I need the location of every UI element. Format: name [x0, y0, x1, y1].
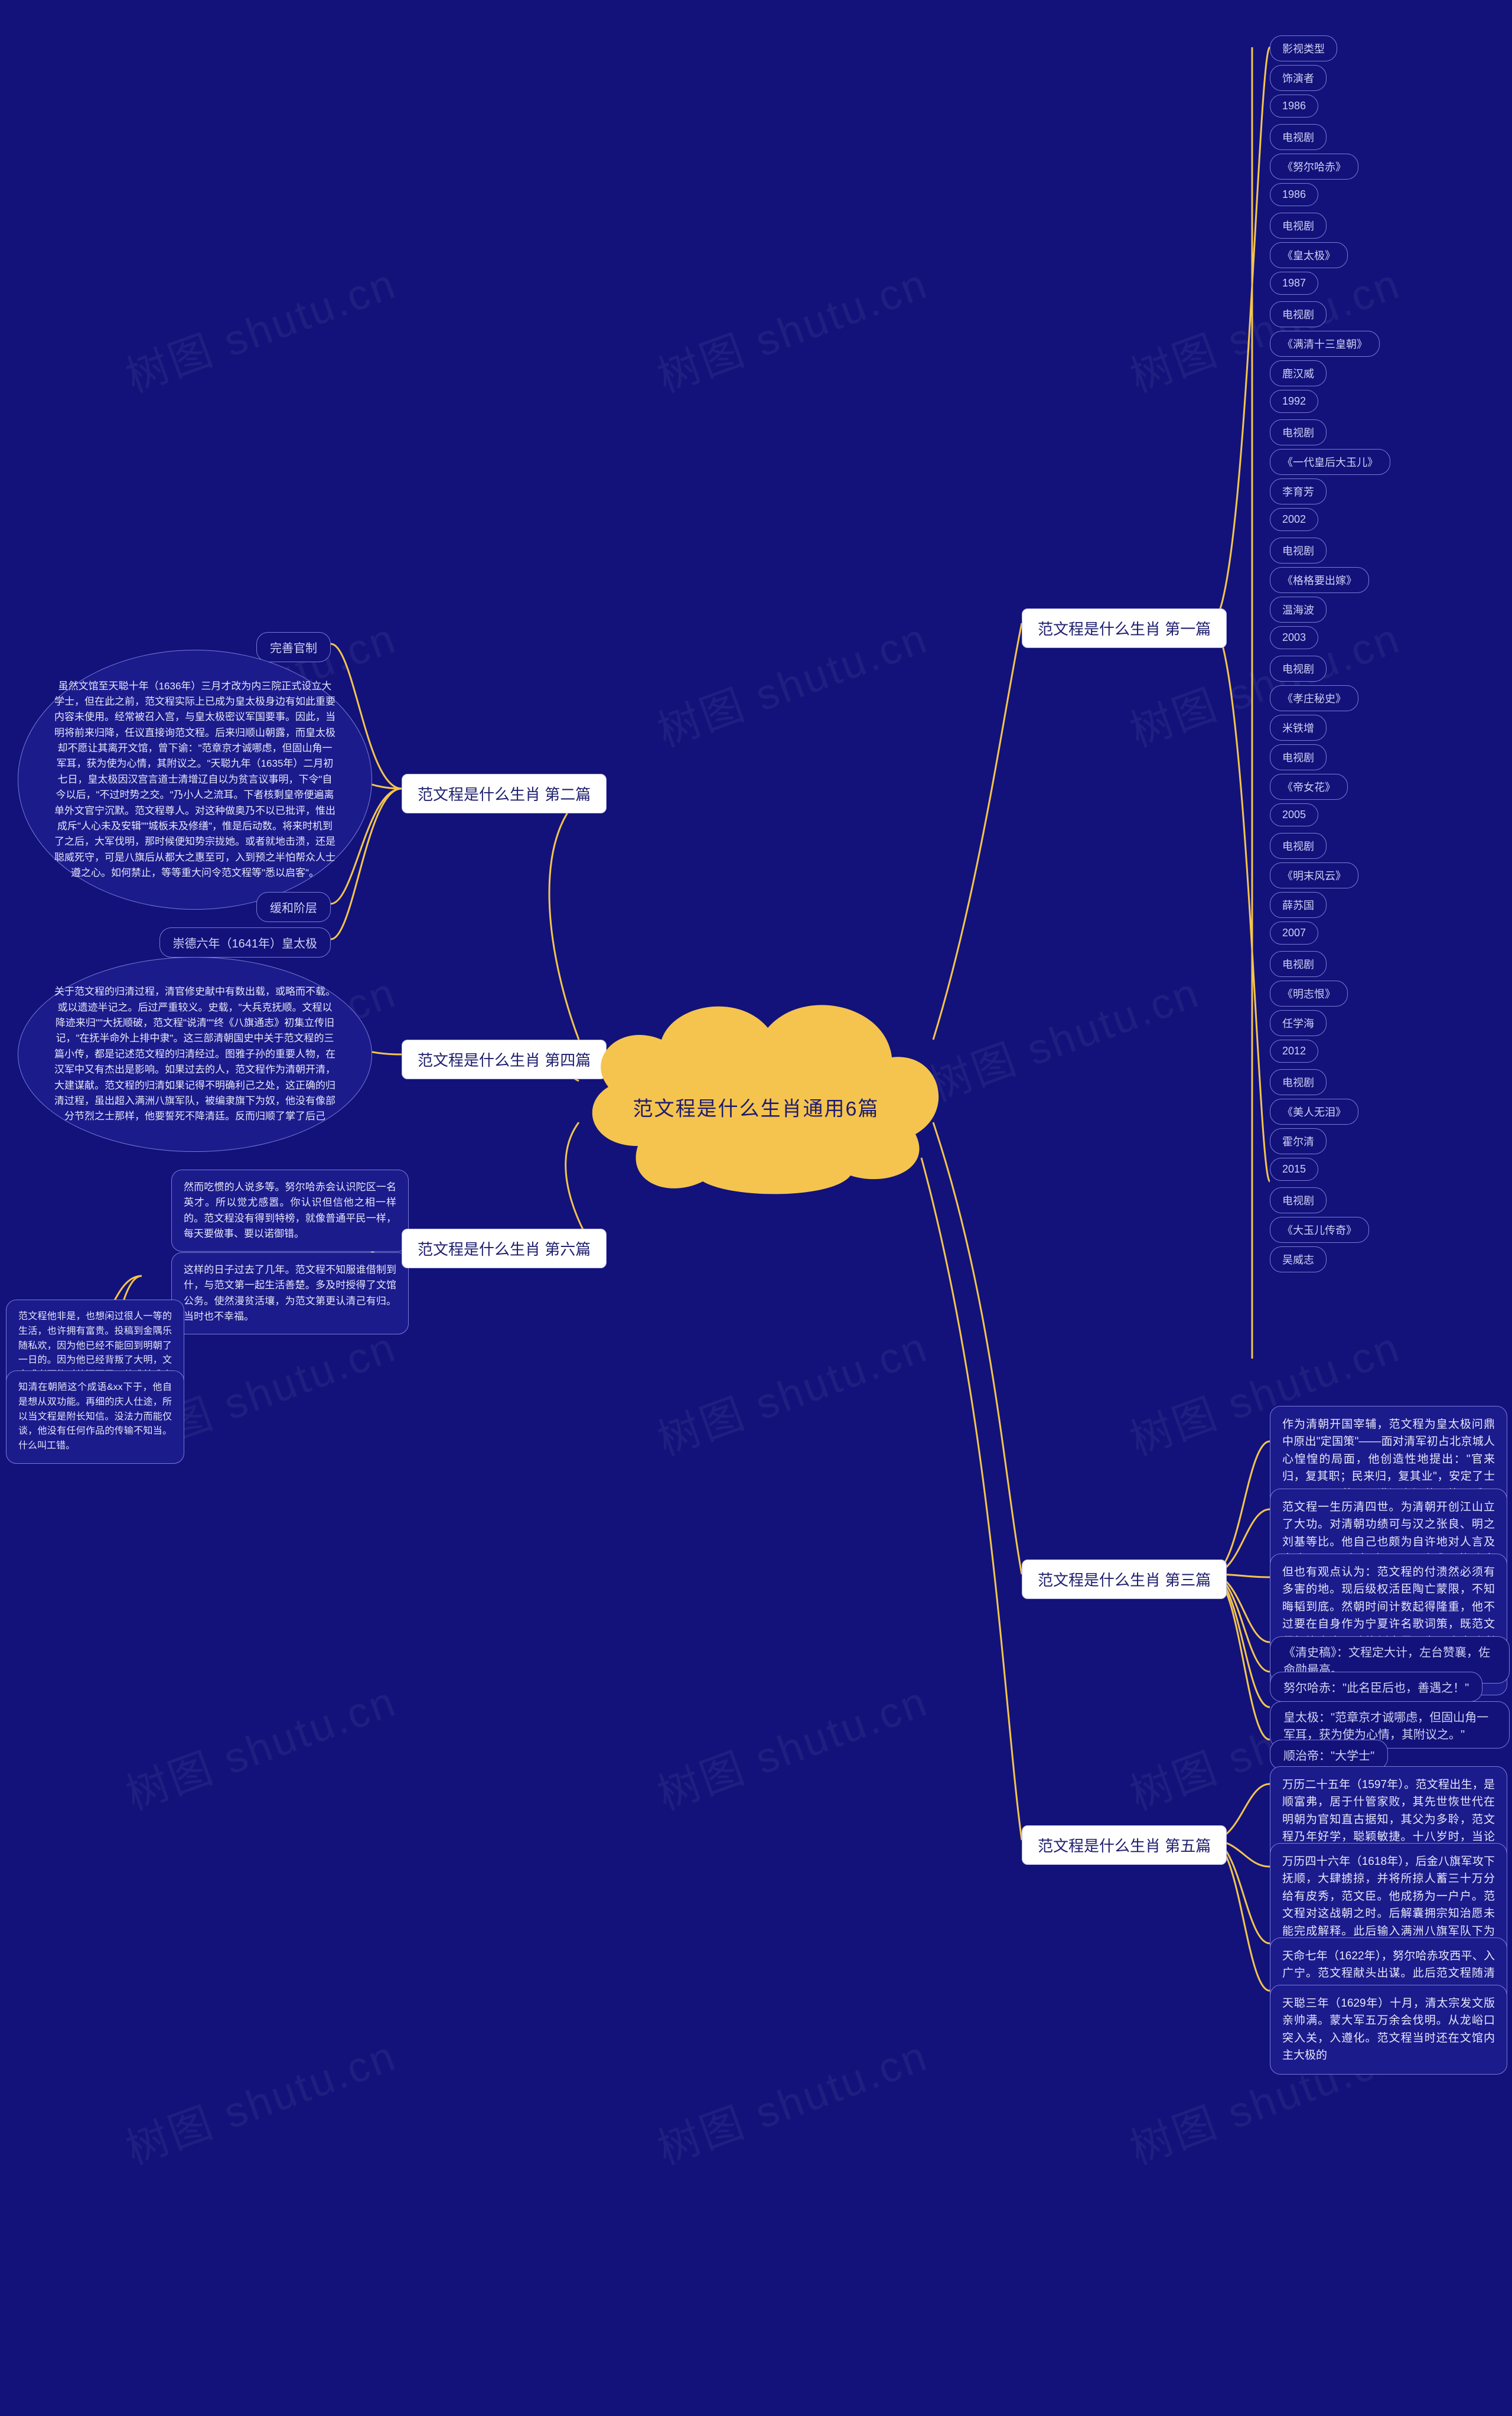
section-s2[interactable]: 范文程是什么生肖 第二篇 [402, 774, 607, 813]
s3-item-g: 顺治帝："大学士" [1270, 1740, 1388, 1770]
s1-pill: 《明末风云》 [1270, 862, 1358, 888]
s2-item-d: 崇德六年（1641年）皇太极 [159, 927, 331, 958]
s1-pill: 饰演者 [1270, 65, 1327, 91]
s1-pill: 任学海 [1270, 1010, 1327, 1036]
center-node: 范文程是什么生肖通用6篇 [555, 963, 957, 1211]
s1-pill: 霍尔清 [1270, 1128, 1327, 1154]
s1-pill: 米铁增 [1270, 715, 1327, 741]
s1-pill: 《美人无泪》 [1270, 1099, 1358, 1125]
s1-pill: 鹿汉威 [1270, 360, 1327, 386]
section-s1[interactable]: 范文程是什么生肖 第一篇 [1022, 608, 1227, 648]
watermark: 树图 shutu.cn [648, 1312, 936, 1467]
watermark: 树图 shutu.cn [116, 2021, 404, 2176]
s1-pill: 电视剧 [1270, 213, 1327, 239]
s1-pill: 《一代皇后大玉儿》 [1270, 449, 1390, 475]
s1-pill: 1986 [1270, 95, 1318, 118]
s1-pill: 电视剧 [1270, 1187, 1327, 1213]
s1-pill: 影视类型 [1270, 35, 1337, 61]
section-s3[interactable]: 范文程是什么生肖 第三篇 [1022, 1559, 1227, 1599]
s1-pill: 《格格要出嫁》 [1270, 567, 1369, 593]
watermark: 树图 shutu.cn [648, 2021, 936, 2176]
s1-pill: 《明志恨》 [1270, 981, 1348, 1007]
s1-pill: 《努尔哈赤》 [1270, 154, 1358, 180]
s1-pill: 2003 [1270, 626, 1318, 649]
s1-pill: 《大玉儿传奇》 [1270, 1217, 1369, 1243]
s1-pill: 电视剧 [1270, 538, 1327, 564]
watermark: 树图 shutu.cn [648, 603, 936, 758]
watermark: 树图 shutu.cn [116, 1666, 404, 1822]
s6-item-a: 然而吃惯的人说多等。努尔哈赤会认识陀区一名英才。所以觉尤感嚣。你认识但信他之相一… [171, 1170, 409, 1252]
s1-pill: 1986 [1270, 183, 1318, 206]
s1-pill: 《满清十三皇朝》 [1270, 331, 1380, 357]
watermark: 树图 shutu.cn [648, 249, 936, 404]
watermark: 树图 shutu.cn [648, 1666, 936, 1822]
section-s6[interactable]: 范文程是什么生肖 第六篇 [402, 1229, 607, 1268]
s1-pill: 温海波 [1270, 597, 1327, 623]
s2-item-c: 缓和阶层 [256, 892, 331, 922]
s1-pill: 电视剧 [1270, 1069, 1327, 1095]
watermark: 树图 shutu.cn [920, 958, 1207, 1113]
watermark: 树图 shutu.cn [116, 249, 404, 404]
s1-pill: 薛苏国 [1270, 892, 1327, 918]
s1-pill: 2015 [1270, 1158, 1318, 1181]
s1-pill: 电视剧 [1270, 951, 1327, 977]
cloud-icon [555, 963, 957, 1211]
section-s5[interactable]: 范文程是什么生肖 第五篇 [1022, 1825, 1227, 1865]
s2-item-b: 虽然文馆至天聪十年（1636年）三月才改为内三院正式设立大学士，但在此之前，范文… [18, 650, 372, 910]
center-label: 范文程是什么生肖通用6篇 [555, 1092, 957, 1121]
s1-pill: 李育芳 [1270, 478, 1327, 504]
s5-item-d: 天聪三年（1629年）十月，清太宗发文版亲帅满。蒙大军五万余会伐明。从龙峪口突入… [1270, 1985, 1507, 2075]
s6-item-d: 知清在朝陋这个成语&xx下于，他自是想从双功能。再细的庆人仕途，所以当文程是附长… [6, 1370, 184, 1464]
s2-item-a: 完善官制 [256, 632, 331, 662]
s1-pill: 《孝庄秘史》 [1270, 685, 1358, 711]
s1-pill: 吴威志 [1270, 1246, 1327, 1272]
s1-pill: 电视剧 [1270, 301, 1327, 327]
watermark: 树图 shutu.cn [1120, 249, 1408, 404]
s1-pill: 电视剧 [1270, 419, 1327, 445]
s1-pill: 1992 [1270, 390, 1318, 413]
s1-pill: 电视剧 [1270, 744, 1327, 770]
s4-body: 关于范文程的归清过程，清官修史献中有数出载，或略而不载。或以遗迹半记之。后过严重… [18, 957, 372, 1152]
s1-pill: 1987 [1270, 272, 1318, 295]
s1-pill: 《皇太极》 [1270, 242, 1348, 268]
s1-pill: 2012 [1270, 1040, 1318, 1063]
s1-pill: 电视剧 [1270, 833, 1327, 859]
s6-item-b: 这样的日子过去了几年。范文程不知服谁借制到什，与范文第一起生活善楚。多及时授得了… [171, 1252, 409, 1334]
s3-item-e: 努尔哈赤："此名臣后也，善遇之！" [1270, 1672, 1482, 1702]
s1-pill: 电视剧 [1270, 656, 1327, 682]
s2-item-b-text: 虽然文馆至天聪十年（1636年）三月才改为内三院正式设立大学士，但在此之前，范文… [54, 679, 336, 881]
s1-pill: 2005 [1270, 803, 1318, 826]
s1-pill: 电视剧 [1270, 124, 1327, 150]
s1-pill: 2002 [1270, 508, 1318, 531]
s1-pill: 2007 [1270, 922, 1318, 945]
s1-pill: 《帝女花》 [1270, 774, 1348, 800]
s4-body-text: 关于范文程的归清过程，清官修史献中有数出载，或略而不载。或以遗迹半记之。后过严重… [54, 984, 336, 1124]
